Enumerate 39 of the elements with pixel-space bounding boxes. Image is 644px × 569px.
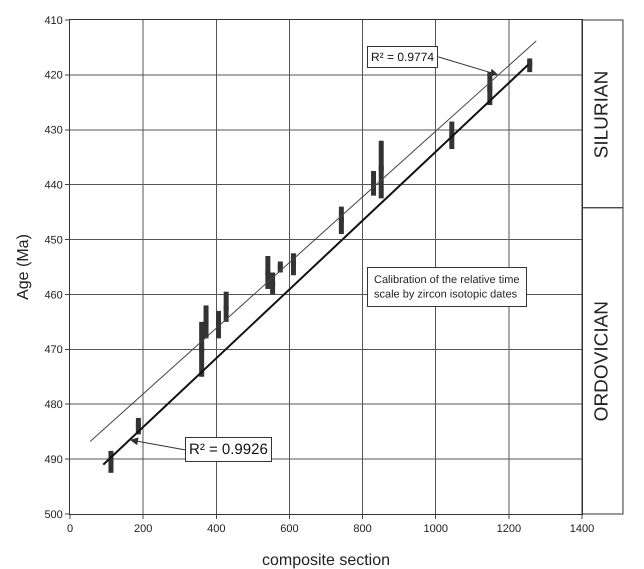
text: SILURIAN xyxy=(592,70,613,158)
point xyxy=(108,459,114,464)
point xyxy=(527,61,532,66)
annotation: R² = 0.9774 xyxy=(371,50,434,64)
point xyxy=(199,346,204,352)
point xyxy=(265,270,270,275)
point xyxy=(378,166,384,171)
x-tick-label: 1200 xyxy=(496,523,522,536)
x-tick-label: 400 xyxy=(207,523,226,536)
y-tick-label: 490 xyxy=(44,454,63,466)
point xyxy=(270,280,276,286)
point xyxy=(371,179,376,184)
x-tick-label: 200 xyxy=(134,523,152,536)
x-axis-title: composite section xyxy=(262,552,390,569)
point xyxy=(136,424,141,429)
y-tick-label: 410 xyxy=(44,14,63,27)
y-axis-title: Age (Ma) xyxy=(15,234,32,300)
annotation: Calibration of the relative time scale by zircon isotopic dates xyxy=(374,274,520,300)
y-tick-label: 500 xyxy=(44,508,63,521)
text: ORDOVICIAN xyxy=(592,300,613,422)
y-tick-label: 460 xyxy=(44,289,63,302)
point xyxy=(290,262,296,267)
point xyxy=(224,306,229,311)
point xyxy=(204,319,209,324)
x-tick-label: 1000 xyxy=(423,523,448,536)
y-tick-label: 470 xyxy=(44,344,63,356)
y-tick-label: 430 xyxy=(44,124,63,137)
y-tick-label: 420 xyxy=(44,70,63,82)
point xyxy=(487,86,492,92)
y-tick-label: 480 xyxy=(44,399,63,412)
x-tick-label: 1400 xyxy=(570,523,594,536)
x-tick-label: 800 xyxy=(353,523,372,536)
point xyxy=(278,264,283,270)
y-tick-label: 450 xyxy=(44,234,63,246)
x-tick-label: 600 xyxy=(280,523,299,536)
y-tick-label: 440 xyxy=(44,180,63,192)
x-tick-label: 0 xyxy=(66,523,74,536)
annotation: R² = 0.9926 xyxy=(189,441,268,458)
point xyxy=(338,218,344,223)
